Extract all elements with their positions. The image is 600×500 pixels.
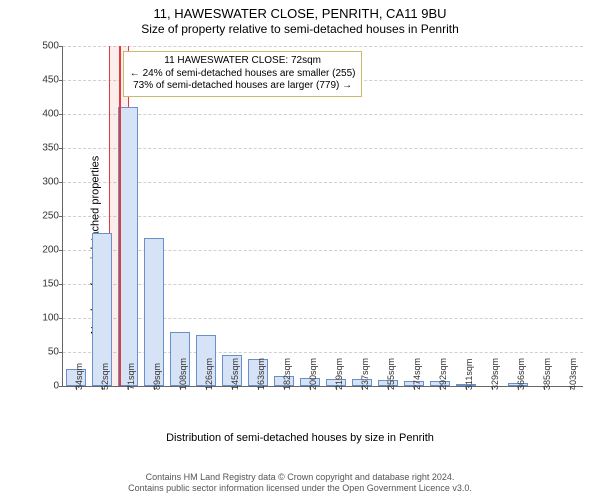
xtick-label: 145sqm [230, 358, 240, 390]
ytick-label: 300 [42, 177, 63, 188]
xtick-label: 108sqm [178, 358, 188, 390]
gridline [63, 352, 583, 353]
ytick-label: 250 [42, 211, 63, 222]
annotation-line: 11 HAWESWATER CLOSE: 72sqm [130, 55, 356, 68]
gridline [63, 148, 583, 149]
chart-area: Number of semi-detached properties 05010… [0, 40, 600, 450]
footer-line-1: Contains HM Land Registry data © Crown c… [0, 472, 600, 483]
xtick-label: 126sqm [204, 358, 214, 390]
xtick-label: 237sqm [360, 358, 370, 390]
xtick-label: 292sqm [438, 358, 448, 390]
xtick-label: 366sqm [516, 358, 526, 390]
ytick-label: 150 [42, 279, 63, 290]
ytick-label: 500 [42, 41, 63, 52]
plot-area: 05010015020025030035040045050034sqm52sqm… [62, 46, 583, 387]
gridline [63, 250, 583, 251]
x-axis-label: Distribution of semi-detached houses by … [166, 432, 434, 444]
gridline [63, 318, 583, 319]
gridline [63, 114, 583, 115]
annotation-box: 11 HAWESWATER CLOSE: 72sqm← 24% of semi-… [123, 51, 363, 97]
page-title: 11, HAWESWATER CLOSE, PENRITH, CA11 9BU [0, 0, 600, 21]
xtick-label: 385sqm [542, 358, 552, 390]
xtick-label: 34sqm [74, 363, 84, 390]
xtick-label: 311sqm [464, 359, 474, 390]
xtick-label: 163sqm [256, 358, 266, 390]
xtick-label: 182sqm [282, 358, 292, 390]
xtick-label: 219sqm [334, 358, 344, 390]
xtick-label: 200sqm [308, 358, 318, 390]
ytick-label: 100 [42, 313, 63, 324]
footer-line-2: Contains public sector information licen… [0, 483, 600, 494]
ytick-label: 400 [42, 109, 63, 120]
ytick-label: 50 [48, 347, 63, 358]
page-subtitle: Size of property relative to semi-detach… [0, 21, 600, 38]
xtick-label: 329sqm [490, 358, 500, 390]
bar [118, 107, 139, 386]
gridline [63, 46, 583, 47]
xtick-label: 274sqm [412, 358, 422, 390]
xtick-label: 255sqm [386, 358, 396, 390]
gridline [63, 284, 583, 285]
xtick-label: 403sqm [568, 358, 578, 390]
xtick-label: 52sqm [100, 363, 110, 390]
highlight-line [119, 46, 121, 386]
ytick-label: 0 [53, 381, 63, 392]
ytick-label: 450 [42, 75, 63, 86]
gridline [63, 216, 583, 217]
chart-container: 11, HAWESWATER CLOSE, PENRITH, CA11 9BU … [0, 0, 600, 500]
ytick-label: 200 [42, 245, 63, 256]
xtick-label: 71sqm [126, 363, 136, 390]
footer-text: Contains HM Land Registry data © Crown c… [0, 472, 600, 494]
xtick-label: 89sqm [152, 363, 162, 390]
annotation-line: 73% of semi-detached houses are larger (… [130, 80, 356, 93]
annotation-line: ← 24% of semi-detached houses are smalle… [130, 68, 356, 81]
gridline [63, 182, 583, 183]
ytick-label: 350 [42, 143, 63, 154]
